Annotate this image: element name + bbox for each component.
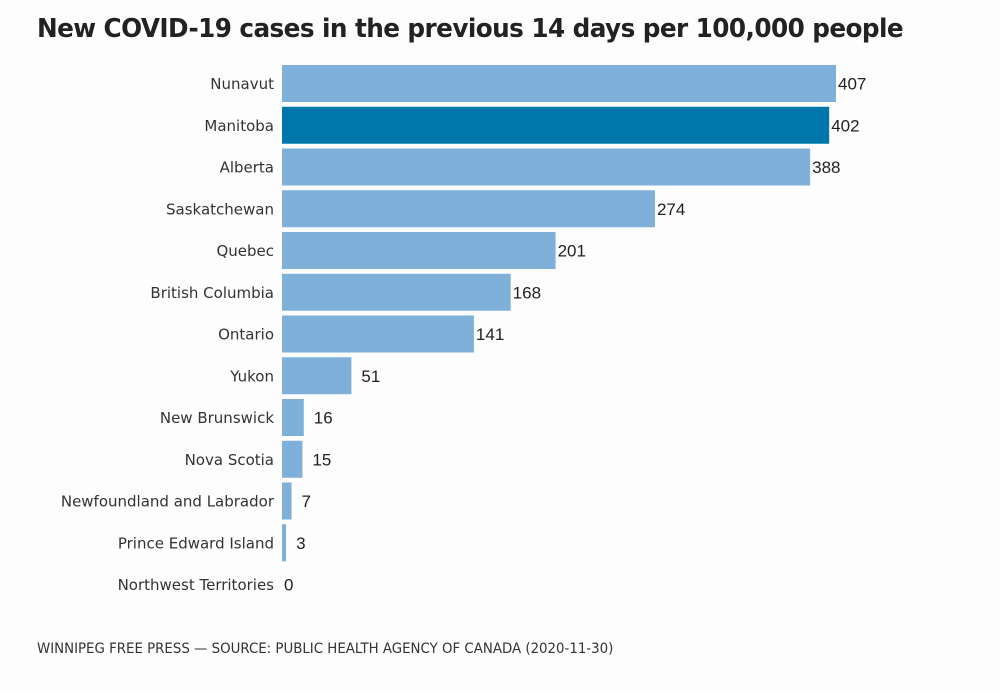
bar — [282, 106, 830, 144]
category-label: British Columbia — [150, 284, 274, 302]
bar — [282, 232, 556, 269]
category-label: Ontario — [218, 326, 274, 344]
bar — [282, 357, 352, 395]
category-label: Northwest Territories — [118, 576, 275, 594]
value-label: 51 — [361, 367, 380, 386]
value-label: 7 — [302, 492, 311, 511]
value-label: 407 — [838, 75, 866, 94]
value-label: 15 — [312, 450, 331, 469]
bar — [282, 399, 304, 436]
category-label: Newfoundland and Labrador — [61, 493, 275, 511]
category-label: Nunavut — [210, 75, 274, 93]
category-label: Manitoba — [204, 117, 274, 135]
value-label: 168 — [513, 283, 541, 302]
value-label: 16 — [314, 409, 333, 428]
value-label: 0 — [284, 576, 293, 595]
source-credit: WINNIPEG FREE PRESS — SOURCE: PUBLIC HEA… — [37, 641, 614, 657]
bar — [282, 315, 474, 353]
value-label: 3 — [296, 534, 305, 553]
chart-title: New COVID-19 cases in the previous 14 da… — [37, 14, 904, 44]
category-label: Alberta — [220, 159, 274, 177]
category-label: Nova Scotia — [185, 451, 274, 469]
value-label: 201 — [558, 242, 586, 261]
category-label: Prince Edward Island — [118, 534, 274, 552]
category-label: Quebec — [216, 242, 274, 260]
category-label: Saskatchewan — [166, 200, 274, 218]
bar — [282, 65, 836, 102]
bar — [282, 524, 287, 562]
value-label: 388 — [812, 158, 840, 177]
bar — [282, 190, 655, 228]
value-label: 274 — [657, 200, 685, 219]
bar — [282, 482, 292, 520]
value-label: 141 — [476, 325, 504, 344]
bar — [282, 440, 303, 478]
value-label: 402 — [831, 116, 859, 135]
category-label: New Brunswick — [160, 409, 274, 427]
category-label: Yukon — [229, 367, 274, 385]
bar — [282, 273, 511, 311]
bar — [282, 148, 811, 186]
